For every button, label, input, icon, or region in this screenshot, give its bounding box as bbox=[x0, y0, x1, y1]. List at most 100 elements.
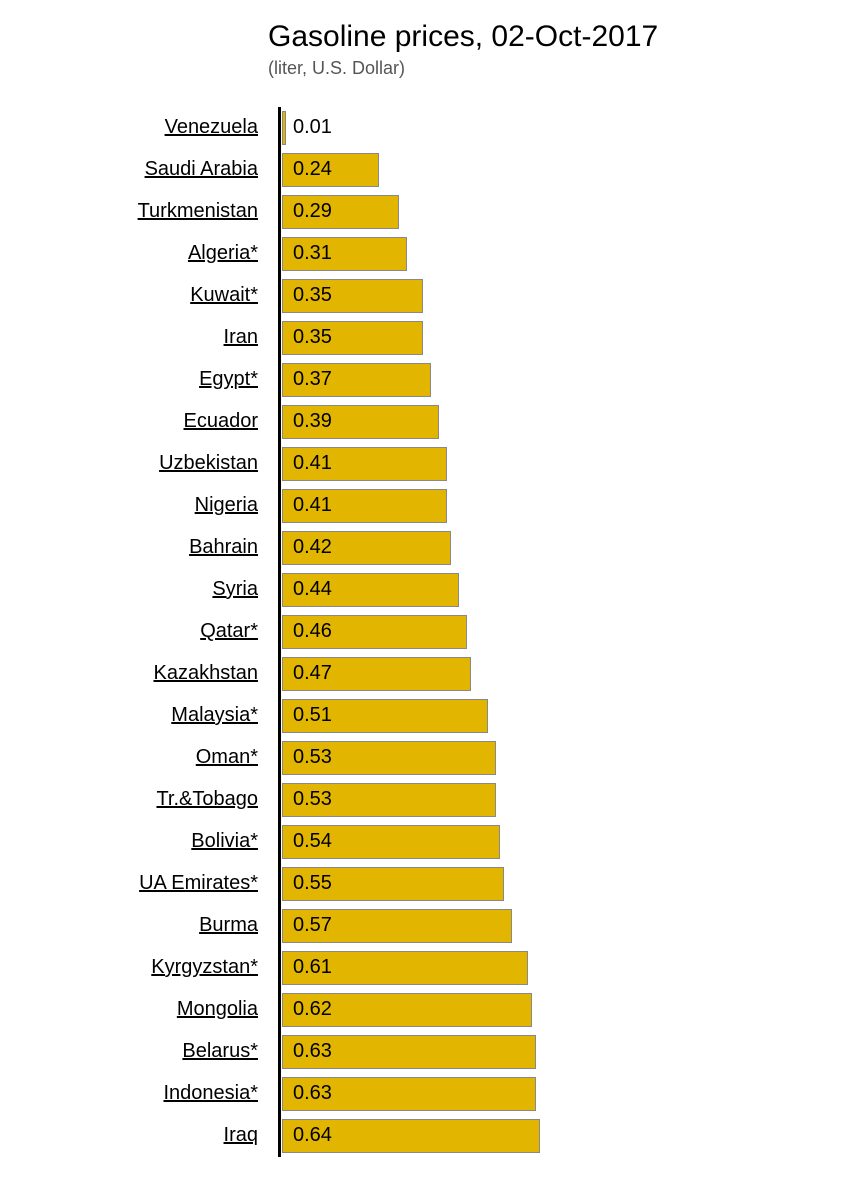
country-label-link[interactable]: Kyrgyzstan* bbox=[20, 947, 268, 989]
country-label-link[interactable]: Indonesia* bbox=[20, 1073, 268, 1115]
country-label-link[interactable]: Venezuela bbox=[20, 107, 268, 149]
bar-value: 0.01 bbox=[283, 116, 332, 139]
bar-cell: 0.53 bbox=[268, 737, 823, 779]
bar-value: 0.35 bbox=[283, 284, 332, 307]
table-row: Kyrgyzstan* 0.61 bbox=[20, 947, 823, 989]
table-row: Algeria* 0.31 bbox=[20, 233, 823, 275]
bar-cell: 0.53 bbox=[268, 779, 823, 821]
table-row: Ecuador 0.39 bbox=[20, 401, 823, 443]
bar-value: 0.31 bbox=[283, 242, 332, 265]
bar: 0.01 bbox=[282, 111, 286, 145]
bar-value: 0.64 bbox=[283, 1124, 332, 1147]
table-row: Tr.&Tobago 0.53 bbox=[20, 779, 823, 821]
country-label-link[interactable]: Qatar* bbox=[20, 611, 268, 653]
bar: 0.53 bbox=[282, 783, 496, 817]
bar-cell: 0.42 bbox=[268, 527, 823, 569]
chart-subtitle: (liter, U.S. Dollar) bbox=[268, 58, 823, 79]
bar-value: 0.47 bbox=[283, 662, 332, 685]
bar-value: 0.39 bbox=[283, 410, 332, 433]
bar-cell: 0.35 bbox=[268, 275, 823, 317]
bar-value: 0.24 bbox=[283, 158, 332, 181]
table-row: Bolivia* 0.54 bbox=[20, 821, 823, 863]
bar-value: 0.44 bbox=[283, 578, 332, 601]
bar: 0.44 bbox=[282, 573, 459, 607]
country-label-link[interactable]: Burma bbox=[20, 905, 268, 947]
bar-value: 0.41 bbox=[283, 494, 332, 517]
country-label-link[interactable]: Malaysia* bbox=[20, 695, 268, 737]
table-row: Qatar* 0.46 bbox=[20, 611, 823, 653]
table-row: Kuwait* 0.35 bbox=[20, 275, 823, 317]
bar-value: 0.54 bbox=[283, 830, 332, 853]
bar-value: 0.63 bbox=[283, 1040, 332, 1063]
bar-cell: 0.64 bbox=[268, 1115, 823, 1157]
bar-value: 0.37 bbox=[283, 368, 332, 391]
bar-cell: 0.37 bbox=[268, 359, 823, 401]
country-label-link[interactable]: Kuwait* bbox=[20, 275, 268, 317]
table-row: Mongolia 0.62 bbox=[20, 989, 823, 1031]
bar: 0.35 bbox=[282, 321, 423, 355]
country-label-link[interactable]: Egypt* bbox=[20, 359, 268, 401]
bar: 0.51 bbox=[282, 699, 488, 733]
bar-value: 0.61 bbox=[283, 956, 332, 979]
bar: 0.64 bbox=[282, 1119, 540, 1153]
bar-value: 0.42 bbox=[283, 536, 332, 559]
bar: 0.29 bbox=[282, 195, 399, 229]
bar: 0.55 bbox=[282, 867, 504, 901]
bar: 0.57 bbox=[282, 909, 512, 943]
bar: 0.63 bbox=[282, 1077, 536, 1111]
country-label-link[interactable]: Ecuador bbox=[20, 401, 268, 443]
bar: 0.35 bbox=[282, 279, 423, 313]
country-label-link[interactable]: Oman* bbox=[20, 737, 268, 779]
country-label-link[interactable]: Bahrain bbox=[20, 527, 268, 569]
country-label-link[interactable]: Iran bbox=[20, 317, 268, 359]
country-label-link[interactable]: Nigeria bbox=[20, 485, 268, 527]
country-label-link[interactable]: Belarus* bbox=[20, 1031, 268, 1073]
country-label-link[interactable]: Saudi Arabia bbox=[20, 149, 268, 191]
bar-cell: 0.41 bbox=[268, 485, 823, 527]
country-label-link[interactable]: Turkmenistan bbox=[20, 191, 268, 233]
table-row: Venezuela 0.01 bbox=[20, 107, 823, 149]
table-row: Uzbekistan 0.41 bbox=[20, 443, 823, 485]
bar: 0.53 bbox=[282, 741, 496, 775]
table-row: Iraq 0.64 bbox=[20, 1115, 823, 1157]
bar-cell: 0.54 bbox=[268, 821, 823, 863]
bar-cell: 0.44 bbox=[268, 569, 823, 611]
bar: 0.41 bbox=[282, 489, 447, 523]
country-label-link[interactable]: Iraq bbox=[20, 1115, 268, 1157]
country-label-link[interactable]: Kazakhstan bbox=[20, 653, 268, 695]
bar-value: 0.57 bbox=[283, 914, 332, 937]
country-label-link[interactable]: UA Emirates* bbox=[20, 863, 268, 905]
bar: 0.46 bbox=[282, 615, 467, 649]
country-label-link[interactable]: Syria bbox=[20, 569, 268, 611]
bar-cell: 0.62 bbox=[268, 989, 823, 1031]
bar-cell: 0.35 bbox=[268, 317, 823, 359]
bar-value: 0.53 bbox=[283, 746, 332, 769]
table-row: Bahrain 0.42 bbox=[20, 527, 823, 569]
table-row: Oman* 0.53 bbox=[20, 737, 823, 779]
bar: 0.37 bbox=[282, 363, 431, 397]
bar-cell: 0.01 bbox=[268, 107, 823, 149]
country-label-link[interactable]: Mongolia bbox=[20, 989, 268, 1031]
table-row: Belarus* 0.63 bbox=[20, 1031, 823, 1073]
country-label-link[interactable]: Algeria* bbox=[20, 233, 268, 275]
bar-cell: 0.57 bbox=[268, 905, 823, 947]
bar-cell: 0.63 bbox=[268, 1031, 823, 1073]
bar-value: 0.46 bbox=[283, 620, 332, 643]
bar: 0.41 bbox=[282, 447, 447, 481]
bar-value: 0.63 bbox=[283, 1082, 332, 1105]
bar-cell: 0.31 bbox=[268, 233, 823, 275]
bar: 0.31 bbox=[282, 237, 407, 271]
chart-title: Gasoline prices, 02-Oct-2017 bbox=[268, 18, 823, 56]
bar: 0.39 bbox=[282, 405, 439, 439]
bar-cell: 0.55 bbox=[268, 863, 823, 905]
gasoline-prices-chart: Gasoline prices, 02-Oct-2017 (liter, U.S… bbox=[0, 0, 843, 1187]
bar-value: 0.62 bbox=[283, 998, 332, 1021]
bar-cell: 0.46 bbox=[268, 611, 823, 653]
bar: 0.47 bbox=[282, 657, 471, 691]
bar-value: 0.55 bbox=[283, 872, 332, 895]
country-label-link[interactable]: Tr.&Tobago bbox=[20, 779, 268, 821]
bar-cell: 0.61 bbox=[268, 947, 823, 989]
bar: 0.24 bbox=[282, 153, 379, 187]
country-label-link[interactable]: Bolivia* bbox=[20, 821, 268, 863]
country-label-link[interactable]: Uzbekistan bbox=[20, 443, 268, 485]
